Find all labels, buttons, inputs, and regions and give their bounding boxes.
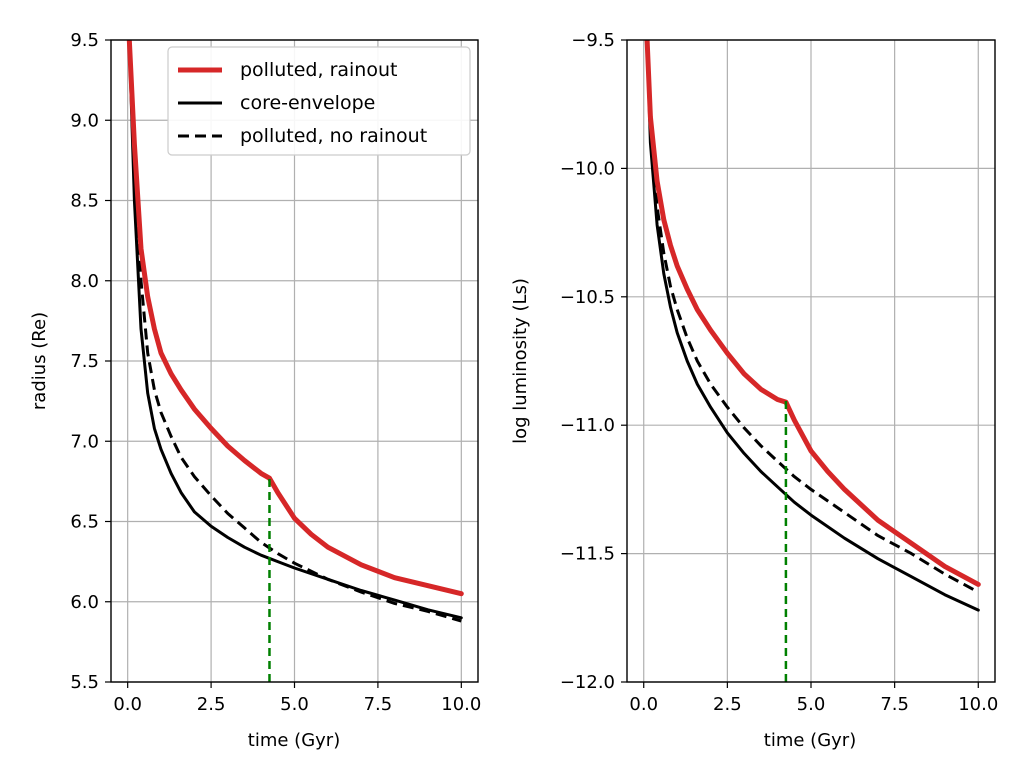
- luminosity-panel: 0.0 2.5 5.0 7.5 10.0 −12.0 −11.5 −11.0 −10.5 −10.…: [510, 30, 998, 751]
- x-tick-label: 0.0: [113, 694, 142, 715]
- legend-label-core-envelope: core-envelope: [240, 92, 375, 114]
- y-tick-label: 9.5: [70, 30, 99, 51]
- x-tick-label: 2.5: [713, 694, 742, 715]
- legend-box: [167, 46, 471, 156]
- series-core-envelope-line: [645, 40, 980, 612]
- x-tick-label: 10.0: [441, 694, 481, 715]
- series-polluted-rainout-line: [644, 40, 981, 587]
- y-tick-label: 9.0: [70, 110, 99, 131]
- luminosity-series-group: [644, 40, 981, 612]
- y-tick-label: −11.5: [560, 544, 615, 565]
- radius-ticks: 0.0 2.5 5.0 7.5 10.0 5.5 6.0 6.5 7.0 7.5 8.0 8.5 9.0…: [70, 30, 481, 715]
- x-tick-label: 0.0: [629, 694, 658, 715]
- y-tick-label: −11.0: [560, 415, 615, 436]
- x-tick-label: 2.5: [197, 694, 226, 715]
- x-tick-label: 5.0: [280, 694, 309, 715]
- y-tick-label: 6.5: [70, 512, 99, 533]
- luminosity-y-axis-label: log luminosity (Ls): [510, 278, 531, 444]
- series-polluted-rainout-line: [126, 40, 464, 597]
- x-tick-label: 5.0: [797, 694, 826, 715]
- series-polluted-no-rainout-line: [645, 40, 980, 594]
- radius-y-axis-label: radius (Re): [29, 312, 50, 410]
- y-tick-label: 8.0: [70, 271, 99, 292]
- y-tick-label: 7.0: [70, 431, 99, 452]
- y-tick-label: 6.0: [70, 592, 99, 613]
- radius-series-group: [126, 40, 464, 623]
- x-tick-label: 10.0: [958, 694, 998, 715]
- radius-x-axis-label: time (Gyr): [248, 730, 340, 751]
- y-tick-label: −9.5: [571, 30, 615, 51]
- x-tick-label: 7.5: [880, 694, 909, 715]
- y-tick-label: 7.5: [70, 351, 99, 372]
- y-tick-label: 8.5: [70, 191, 99, 212]
- x-tick-label: 7.5: [364, 694, 393, 715]
- legend: polluted, rainout core-envelope polluted…: [167, 46, 471, 156]
- luminosity-x-axis-label: time (Gyr): [764, 730, 856, 751]
- legend-label-polluted-no-rainout: polluted, no rainout: [240, 125, 427, 147]
- y-tick-label: −10.0: [560, 158, 615, 179]
- luminosity-ticks: 0.0 2.5 5.0 7.5 10.0 −12.0 −11.5 −11.0 −10.5 −10.…: [560, 30, 998, 715]
- y-tick-label: −10.5: [560, 287, 615, 308]
- series-polluted-no-rainout-line: [127, 40, 462, 623]
- legend-label-polluted-rainout: polluted, rainout: [240, 59, 397, 81]
- y-tick-label: −12.0: [560, 672, 615, 693]
- radius-panel: 0.0 2.5 5.0 7.5 10.0 5.5 6.0 6.5 7.0 7.5 8.0 8.5 9.0…: [29, 30, 481, 751]
- y-tick-label: 5.5: [70, 672, 99, 693]
